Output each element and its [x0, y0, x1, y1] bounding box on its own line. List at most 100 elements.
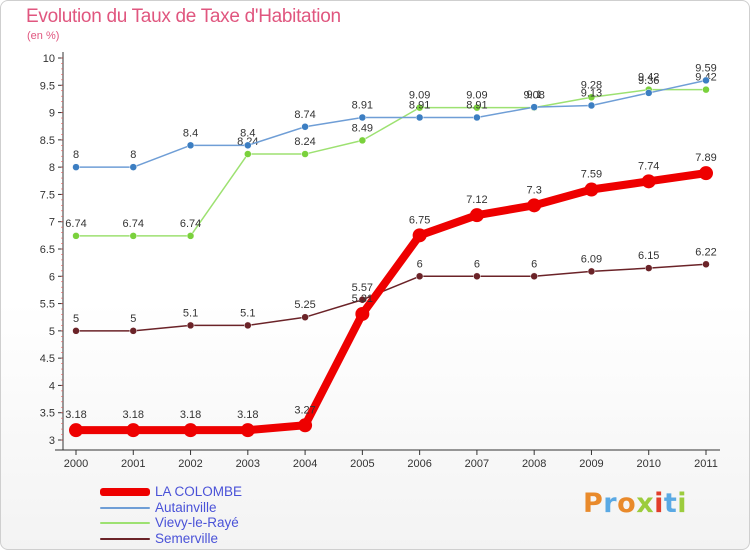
data-label: 5.25: [294, 299, 315, 311]
data-point: [358, 296, 367, 304]
data-point: [301, 313, 309, 321]
data-label: 6.15: [638, 250, 659, 262]
y-tick-label: 7: [49, 217, 55, 229]
data-point: [126, 423, 141, 438]
data-point: [186, 232, 195, 240]
data-label: 8.49: [352, 122, 373, 134]
data-point: [587, 93, 596, 102]
data-label: 7.3: [527, 184, 542, 196]
x-tick-label: 2009: [579, 458, 603, 470]
data-point: [641, 174, 656, 189]
data-point: [412, 228, 427, 243]
proxiti-logo: Proxiti: [583, 488, 687, 519]
data-point: [473, 272, 481, 281]
data-point: [72, 232, 80, 240]
data-point: [301, 150, 309, 158]
y-tick-label: 6: [49, 271, 55, 283]
data-point: [355, 306, 370, 321]
data-label: 8.74: [294, 109, 315, 121]
data-point: [186, 141, 195, 150]
line-chart: 3 3.5 4 4.5 5 5.5 6 6.5 7 7.5 8 8.5 9 9.5 10 2000 2001 20…: [40, 52, 720, 470]
x-tick-label: 2001: [121, 458, 145, 470]
data-label: 8.4: [183, 127, 198, 139]
data-label: 5.1: [240, 307, 255, 319]
data-label: 7.59: [581, 169, 602, 181]
x-tick-label: 2003: [236, 458, 260, 470]
chart-subtitle: (en %): [27, 30, 60, 42]
x-tick-label: 2007: [465, 458, 489, 470]
y-tick-label: 4: [49, 380, 55, 392]
legend-label-vievy-le-raye: Vievy-le-Rayé: [155, 515, 239, 530]
data-label: 5.57: [352, 282, 373, 294]
data-point: [358, 113, 367, 122]
data-point: [415, 113, 424, 122]
data-point: [301, 123, 309, 131]
legend-swatch-vievy-le-raye: [100, 522, 150, 524]
data-point: [469, 208, 484, 223]
logo-letter: x: [636, 488, 655, 519]
data-point: [644, 264, 653, 272]
x-tick-label: 2004: [293, 458, 317, 470]
data-label: 5.31: [352, 293, 373, 305]
logo-letter: P: [583, 488, 604, 519]
data-label: 7.12: [466, 194, 487, 206]
series-line: [75, 88, 707, 237]
y-tick-label: 3.5: [40, 408, 55, 420]
y-tick-label: 10: [43, 53, 55, 65]
y-tick-label: 3: [49, 435, 55, 447]
data-label: 6: [531, 258, 537, 270]
data-point: [584, 182, 599, 197]
series-line: [75, 79, 707, 168]
data-label: 8.91: [409, 99, 430, 111]
data-point: [415, 272, 424, 281]
x-tick-label: 2010: [636, 458, 660, 470]
y-tick-label: 8.5: [40, 135, 55, 147]
data-label: 8: [73, 149, 79, 161]
data-label: 8.4: [240, 127, 255, 139]
logo-letter: t: [663, 488, 678, 519]
data-label: 6.74: [65, 218, 86, 230]
logo-letter: i: [677, 488, 688, 519]
data-label: 6.74: [123, 218, 144, 230]
data-point: [72, 327, 80, 335]
data-label: 9.1: [527, 89, 542, 101]
data-label: 5: [73, 313, 79, 325]
data-label: 6: [417, 258, 423, 270]
data-label: 9.08: [523, 90, 544, 102]
legend-swatch-autainville: [100, 506, 150, 509]
data-point: [415, 103, 424, 112]
x-tick-label: 2005: [350, 458, 374, 470]
data-point: [244, 141, 252, 150]
data-label: 3.27: [294, 404, 315, 416]
legend-swatch-semerville: [100, 537, 150, 540]
data-label: 3.18: [237, 409, 258, 421]
data-label: 9.59: [695, 62, 716, 74]
data-point: [699, 166, 713, 181]
legend-label-semerville: Semerville: [155, 530, 219, 546]
data-point: [473, 113, 481, 122]
x-tick-label: 2011: [694, 458, 718, 470]
data-point: [473, 103, 481, 112]
data-label: 7.89: [695, 152, 716, 164]
x-tick-label: 2008: [522, 458, 546, 470]
data-label: 9.09: [409, 90, 430, 102]
data-label: 6.22: [695, 246, 716, 258]
chart-title: Evolution du Taux de Taxe d'Habitation: [26, 6, 341, 27]
data-point: [298, 418, 313, 433]
series-line: [75, 263, 707, 332]
data-label: 5: [130, 313, 136, 325]
data-point: [183, 423, 198, 438]
y-tick-label: 9.5: [40, 80, 55, 92]
data-point: [186, 321, 195, 330]
x-tick-label: 2006: [407, 458, 431, 470]
data-point: [358, 136, 367, 145]
data-label: 3.18: [180, 409, 201, 421]
data-label: 6.75: [409, 214, 430, 226]
data-point: [702, 85, 710, 94]
data-point: [587, 101, 596, 110]
data-point: [129, 232, 138, 240]
y-tick-label: 9: [49, 108, 55, 120]
y-tick-label: 5: [49, 326, 55, 338]
data-label: 6.74: [180, 218, 201, 230]
